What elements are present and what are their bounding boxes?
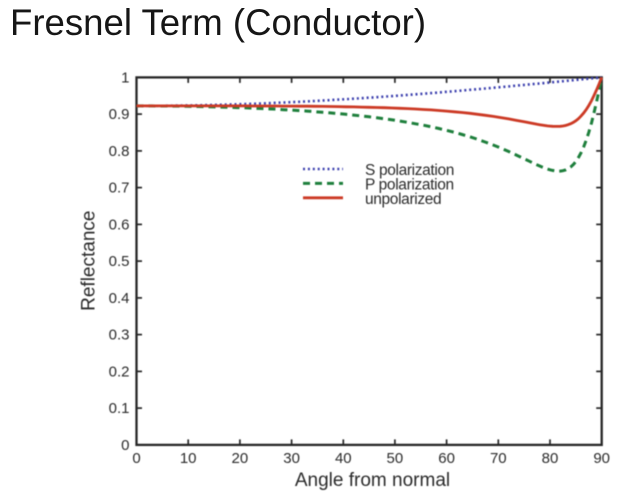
svg-text:0: 0 (121, 437, 129, 454)
svg-text:P polarization: P polarization (365, 177, 454, 194)
svg-text:Reflectance: Reflectance (79, 211, 100, 311)
svg-text:0.7: 0.7 (109, 180, 130, 197)
svg-text:1: 1 (121, 69, 129, 86)
svg-text:0.3: 0.3 (109, 327, 130, 344)
svg-text:0.6: 0.6 (109, 216, 130, 233)
svg-text:20: 20 (232, 450, 249, 467)
svg-text:60: 60 (438, 450, 455, 467)
svg-text:0: 0 (132, 450, 140, 467)
svg-text:0.1: 0.1 (109, 400, 130, 417)
svg-text:0.5: 0.5 (109, 253, 130, 270)
svg-text:90: 90 (593, 450, 610, 467)
svg-text:0.2: 0.2 (109, 363, 130, 380)
svg-text:0.4: 0.4 (109, 290, 130, 307)
svg-text:40: 40 (335, 450, 352, 467)
svg-text:10: 10 (180, 450, 197, 467)
svg-text:80: 80 (542, 450, 559, 467)
svg-text:0.8: 0.8 (109, 143, 130, 160)
svg-text:70: 70 (490, 450, 507, 467)
svg-text:Angle from normal: Angle from normal (295, 470, 450, 491)
svg-text:S polarization: S polarization (365, 162, 454, 179)
svg-text:50: 50 (387, 450, 404, 467)
svg-text:30: 30 (283, 450, 300, 467)
svg-text:unpolarized: unpolarized (365, 191, 441, 208)
svg-text:0.9: 0.9 (109, 106, 130, 123)
